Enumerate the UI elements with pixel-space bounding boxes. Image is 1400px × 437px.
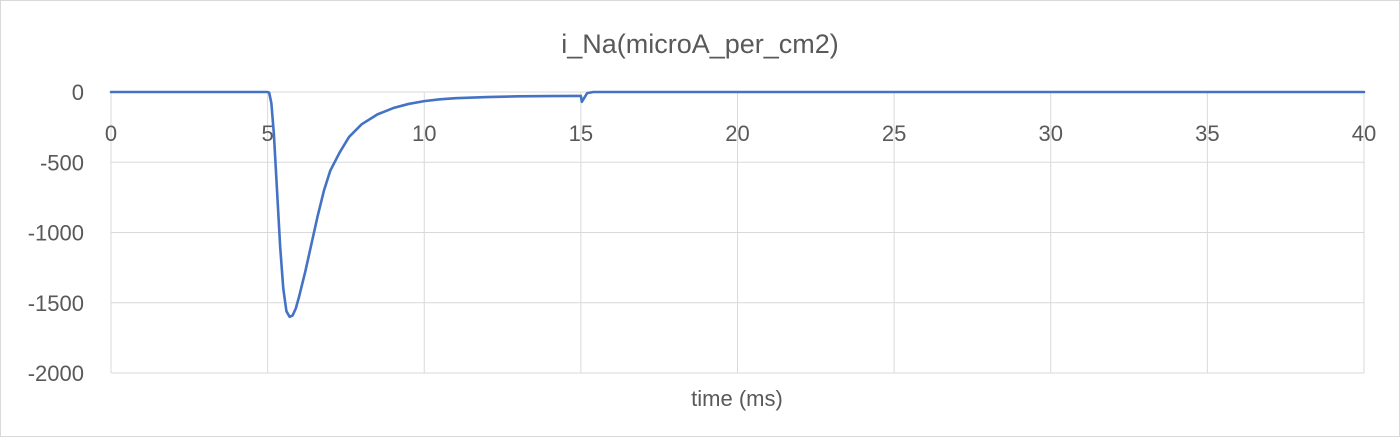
x-tick-label: 25 (882, 121, 906, 146)
x-tick-label: 20 (725, 121, 749, 146)
x-tick-label: 40 (1352, 121, 1376, 146)
x-tick-label: 0 (105, 121, 117, 146)
y-tick-label: -1000 (28, 221, 84, 246)
y-tick-label: 0 (72, 80, 84, 105)
x-tick-label: 35 (1195, 121, 1219, 146)
x-tick-label: 5 (262, 121, 274, 146)
x-tick-label: 15 (569, 121, 593, 146)
series-layer (109, 90, 1366, 319)
y-tick-label: -2000 (28, 361, 84, 386)
y-tick-label: -1500 (28, 291, 84, 316)
x-axis-title: time (ms) (691, 386, 783, 411)
series-line-0 (109, 90, 1366, 319)
y-tick-label: -500 (40, 150, 84, 175)
x-tick-label: 10 (412, 121, 436, 146)
x-tick-label: 30 (1039, 121, 1063, 146)
chart-title: i_Na(microA_per_cm2) (561, 29, 839, 59)
x-axis-ticks: 0 5 10 15 20 25 30 35 40 (105, 121, 1376, 146)
y-axis-ticks: 0 -500 -1000 -1500 -2000 (28, 80, 84, 386)
